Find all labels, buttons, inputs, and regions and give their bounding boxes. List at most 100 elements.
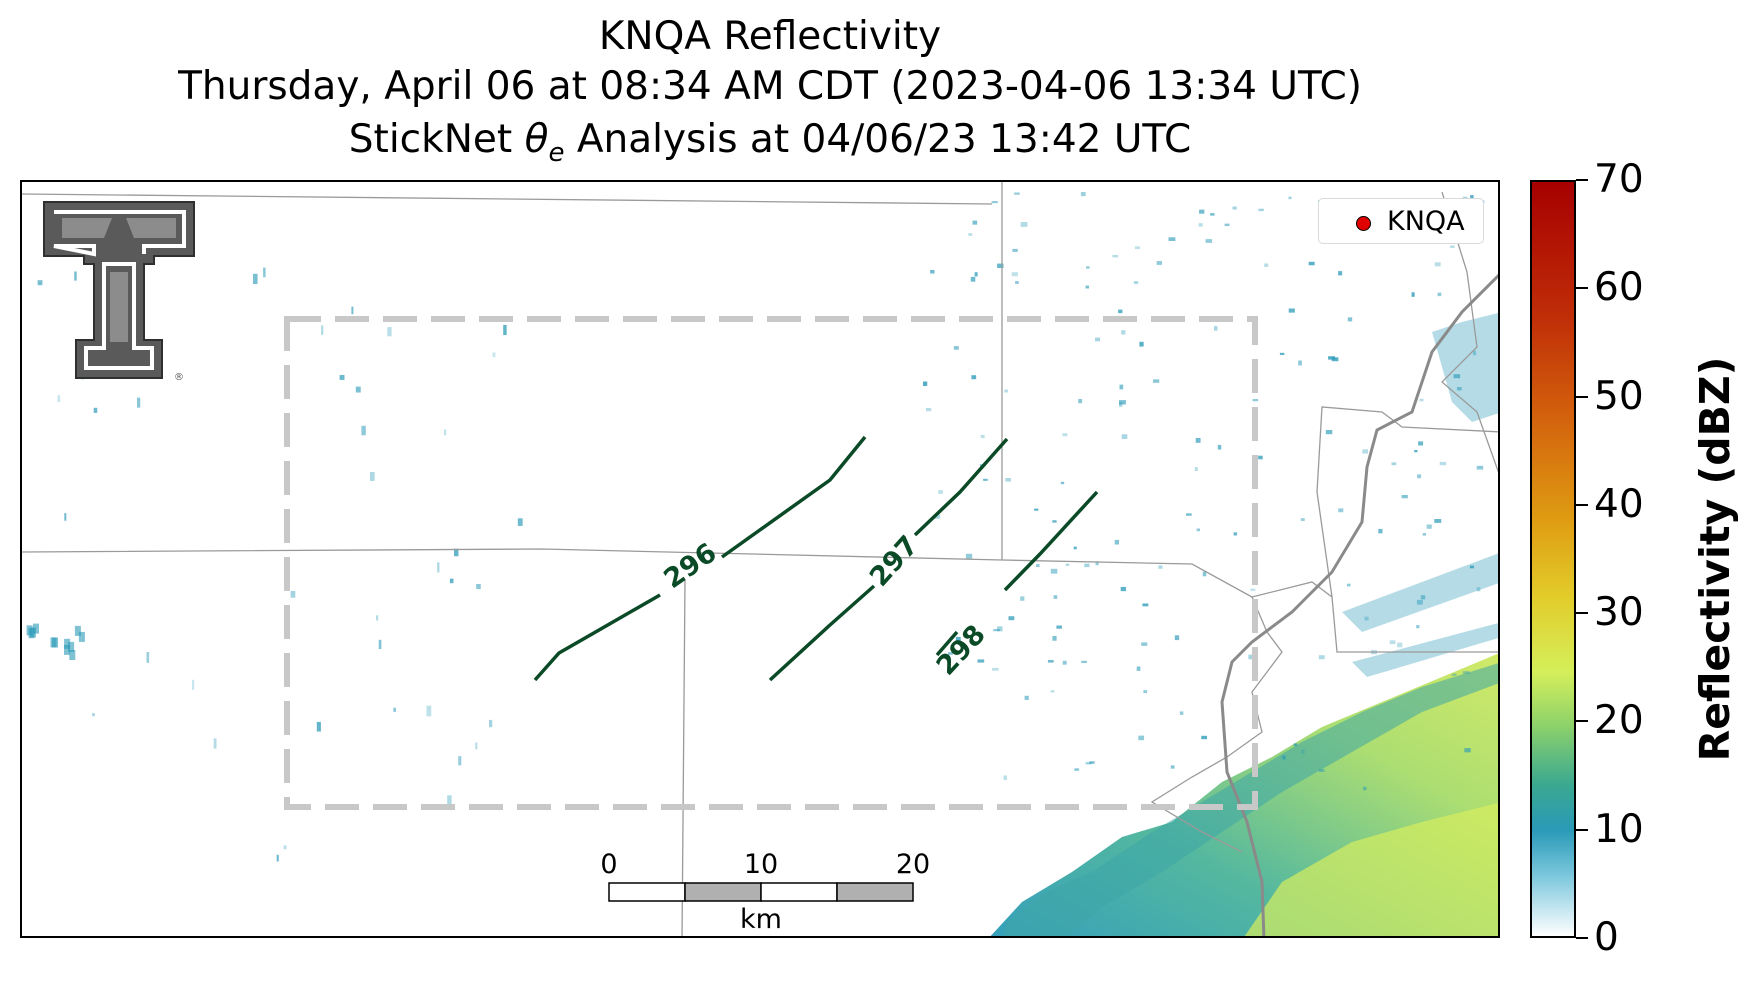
echo-speckle [1434, 519, 1442, 523]
echo-speckle [1134, 246, 1140, 250]
echo-speckle [91, 713, 95, 717]
echo-speckle [970, 276, 976, 282]
echo-speckle [1014, 192, 1020, 195]
echo-speckle [1217, 444, 1222, 450]
echo-speckle [1250, 588, 1256, 591]
echo-speckle [1199, 209, 1205, 214]
echo-speckle [1062, 660, 1067, 665]
colorbar-title: Reflectivity (dBZ) [1691, 356, 1738, 762]
analysis-domain-box [284, 316, 1258, 810]
echo-speckle [93, 407, 98, 413]
echo-speckle [1416, 625, 1420, 629]
echo-speckle [437, 562, 440, 573]
colorbar [1530, 180, 1576, 938]
echo-speckle [974, 272, 978, 277]
echo-speckle [1325, 430, 1333, 435]
echo-speckle [1279, 352, 1285, 356]
echo-speckle [263, 267, 266, 278]
echo-speckle [1422, 533, 1427, 536]
echo-speckle [1451, 673, 1457, 676]
echo-speckle [1052, 636, 1057, 641]
scale-unit: km [740, 904, 782, 935]
contour-297 [768, 437, 1009, 682]
echo-speckle [1411, 292, 1415, 297]
state-boundary [1220, 273, 1498, 936]
echo-speckle [1170, 765, 1175, 769]
echo-speckle [1201, 735, 1208, 740]
echo-speckle [393, 707, 396, 712]
echo-speckle [78, 631, 85, 642]
echo-speckle [1462, 671, 1470, 674]
echo-speckle [1005, 478, 1011, 482]
echo-speckle [1417, 474, 1422, 479]
echo-speckle [1056, 625, 1062, 629]
echo-mass-fringe [1003, 663, 1498, 936]
echo-speckle [1015, 281, 1019, 284]
echo-speckle [930, 270, 935, 274]
echo-speckle [37, 280, 43, 286]
echo-speckle [1034, 508, 1039, 511]
echo-speckle [1139, 341, 1144, 347]
scale-segment-3 [760, 882, 838, 902]
echo-speckle [1426, 524, 1432, 529]
echo-speckle [1418, 441, 1424, 446]
scale-segment-1 [608, 882, 686, 902]
echo-speckle [69, 650, 76, 660]
echo-speckle [1095, 561, 1099, 566]
echo-speckle [1186, 513, 1192, 516]
echo-speckle [1196, 528, 1201, 532]
echo-speckle [1450, 245, 1455, 248]
echo-speckle [1248, 654, 1256, 660]
echo-speckle [1085, 285, 1090, 289]
echo-speckle [991, 201, 998, 204]
echo-speckle [1020, 596, 1025, 601]
echo-speckle [925, 407, 932, 412]
echo-speckle [1112, 254, 1119, 258]
echo-speckle [1319, 769, 1325, 773]
map-canvas: 296 297 298 [22, 182, 1498, 936]
county-line-north [22, 193, 993, 205]
echo-speckle [1085, 762, 1092, 765]
echo-speckle [1133, 281, 1139, 284]
echo-speckle [1060, 481, 1065, 485]
colorbar-tick-label: 0 [1594, 915, 1619, 960]
echo-speckle [1120, 586, 1127, 592]
echo-speckle [1053, 595, 1058, 599]
echo-speckle [1080, 192, 1086, 197]
echo-speckle [1391, 462, 1397, 466]
echo-speckle [1288, 308, 1295, 313]
echo-speckle [1119, 384, 1124, 390]
echo-speckle [64, 644, 70, 655]
echo-speckle [1288, 196, 1292, 200]
reflectivity-echoes [990, 313, 1498, 936]
echo-speckle [290, 591, 296, 598]
echo-speckle [1401, 495, 1408, 499]
echo-speckle [1065, 563, 1070, 566]
echo-speckle [1089, 761, 1095, 764]
colorbar-tick-mark [1576, 395, 1588, 398]
echo-speckle [74, 271, 77, 281]
theta-subscript: e [548, 137, 565, 168]
echo-speckle [1210, 213, 1215, 216]
echo-speckle [1416, 599, 1423, 605]
echo-speckle [29, 627, 36, 638]
echo-speckle [1141, 642, 1148, 646]
echo-speckle [68, 641, 75, 652]
registered-mark: ® [174, 372, 184, 383]
echo-speckle [1011, 272, 1018, 277]
echo-speckle [64, 513, 67, 521]
echo-speckle [426, 705, 432, 717]
echo-speckle [1363, 786, 1367, 791]
echo-speckle [1347, 583, 1351, 587]
clutter-speckle [26, 192, 1485, 862]
echo-speckle [1282, 755, 1286, 760]
echo-speckle [993, 629, 1000, 632]
echo-speckle [489, 719, 493, 728]
colorbar-tick-label: 10 [1594, 806, 1644, 852]
echo-speckle [1078, 399, 1083, 404]
echo-speckle [1258, 455, 1263, 460]
echo-speckle [1121, 434, 1128, 439]
echo-speckle [458, 756, 462, 766]
echo-speckle [1233, 532, 1238, 536]
echo-speckle [378, 639, 382, 649]
